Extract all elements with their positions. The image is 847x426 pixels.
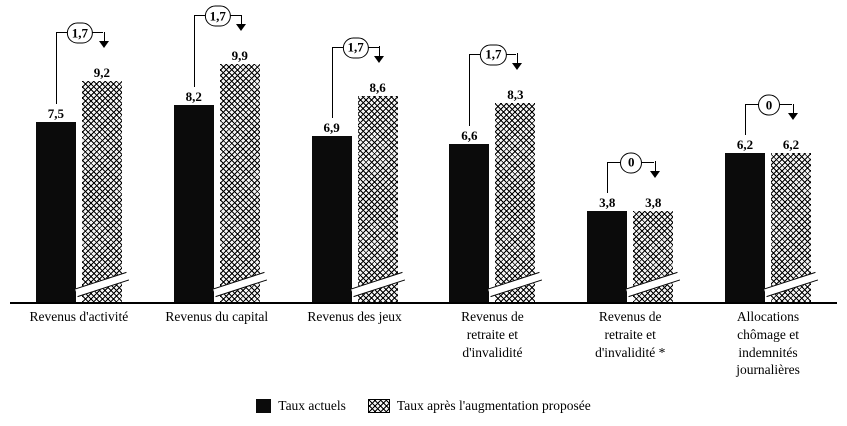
bar-pair: 3,8 3,8 0: [587, 152, 681, 302]
value-label: 6,9: [323, 120, 340, 136]
arrow-shaft: [654, 161, 656, 172]
value-label: 9,9: [231, 48, 248, 64]
legend: Taux actuels Taux après l'augmentation p…: [0, 398, 847, 414]
bar-group: 3,8 3,8 0: [561, 2, 699, 302]
bar-break-mark-icon: [763, 271, 819, 298]
value-label: 8,6: [369, 79, 386, 95]
bar-group: 8,2 9,9 1,7: [148, 2, 286, 302]
arrow-shaft: [241, 14, 243, 25]
arrow-shaft: [379, 46, 381, 57]
category-labels: Revenus d'activité Revenus du capital Reve…: [10, 308, 837, 379]
legend-item-current: Taux actuels: [256, 398, 346, 414]
delta-connector: 1,7: [469, 44, 522, 126]
delta-badge: 1,7: [342, 37, 369, 59]
category-label: Allocations chômage et indemnités journa…: [736, 309, 800, 378]
category-label: Revenus de retraite et d'invalidité *: [595, 309, 666, 360]
category-label: Revenus du capital: [165, 309, 269, 324]
bar-proposed: [74, 81, 129, 302]
bar-current-column: 6,9: [311, 120, 352, 302]
legend-swatch-current-icon: [256, 399, 272, 413]
bar-group: 6,6 8,3 1,7: [423, 2, 561, 302]
bar-current-column: 7,5: [35, 106, 76, 302]
bar-break-mark-icon: [212, 271, 267, 298]
delta-badge: 1,7: [66, 22, 94, 44]
delta-badge: 0: [758, 94, 781, 116]
bar-current: [725, 153, 766, 302]
bar-current: [449, 143, 490, 302]
bar-group: 6,9 8,6 1,7: [286, 2, 424, 302]
arrow-down-icon: [511, 62, 522, 70]
category-label: Revenus de retraite et d'invalidité: [461, 309, 524, 360]
bar-current: [587, 210, 628, 302]
category-label: Revenus d'activité: [29, 309, 129, 324]
arrow-down-icon: [787, 113, 798, 121]
delta-badge: 1,7: [204, 5, 231, 27]
bar-pair: 7,5 9,2 1,7: [35, 22, 129, 302]
delta-badge: 1,7: [480, 44, 507, 66]
bar-current: [35, 122, 76, 302]
bar-proposed: [763, 153, 819, 302]
arrow-shaft: [792, 103, 794, 114]
delta-connector: 0: [607, 152, 660, 193]
bar-groups: 7,5 9,2 1,7 8,2 9,9 1,7 6,9 8,6 1,7 6,6 8,3 1,7 3,8 3…: [10, 2, 837, 302]
bar-break-mark-icon: [74, 271, 129, 298]
arrow-shaft: [103, 31, 105, 42]
delta-connector: 0: [745, 94, 798, 136]
bar-current-column: 3,8: [587, 194, 628, 302]
category-label: Revenus des jeux: [307, 309, 402, 324]
legend-swatch-proposed-icon: [367, 399, 390, 413]
delta-badge: 0: [620, 152, 643, 174]
arrow-down-icon: [374, 55, 385, 63]
arrow-down-icon: [98, 41, 109, 49]
bar-current-column: 6,2: [725, 137, 766, 302]
bar-proposed-column: 8,6: [350, 79, 405, 302]
value-label: 6,2: [782, 137, 800, 153]
bar-pair: 8,2 9,9 1,7: [173, 5, 267, 302]
bar-group: 7,5 9,2 1,7: [10, 2, 148, 302]
bar-current-column: 6,6: [449, 127, 490, 302]
arrow-down-icon: [236, 24, 247, 32]
bar-pair: 6,2 6,2 0: [725, 94, 819, 302]
value-label: 8,3: [507, 86, 524, 102]
bar-pair: 6,6 8,3 1,7: [449, 44, 543, 302]
delta-connector: 1,7: [331, 37, 385, 119]
legend-item-proposed: Taux après l'augmentation proposée: [367, 398, 591, 414]
value-label: 9,2: [93, 65, 111, 81]
bar-proposed: [488, 102, 543, 302]
value-label: 3,8: [645, 194, 662, 210]
value-label: 6,2: [736, 137, 754, 153]
value-label: 8,2: [185, 89, 202, 105]
value-label: 3,8: [599, 194, 616, 210]
value-label: 6,6: [461, 127, 478, 143]
bar-proposed-column: 3,8: [626, 194, 681, 302]
bar-proposed-column: 6,2: [763, 137, 819, 302]
bar-proposed: [212, 64, 267, 302]
bar-break-mark-icon: [488, 271, 543, 298]
arrow-shaft: [516, 53, 518, 64]
bar-group: 6,2 6,2 0: [699, 2, 837, 302]
bar-proposed-column: 8,3: [488, 86, 543, 302]
bar-current-column: 8,2: [173, 89, 214, 302]
bar-current: [311, 136, 352, 302]
bar-proposed: [626, 210, 681, 302]
bar-current: [173, 105, 214, 302]
bar-proposed-column: 9,9: [212, 48, 267, 302]
bar-proposed: [350, 95, 405, 302]
arrow-down-icon: [649, 170, 660, 178]
legend-label-current: Taux actuels: [278, 398, 346, 413]
delta-connector: 1,7: [193, 5, 247, 88]
delta-connector: 1,7: [55, 22, 109, 104]
bar-proposed-column: 9,2: [74, 65, 129, 302]
bar-break-mark-icon: [626, 271, 681, 298]
bar-pair: 6,9 8,6 1,7: [311, 37, 405, 302]
legend-label-proposed: Taux après l'augmentation proposée: [396, 398, 591, 413]
value-label: 7,5: [47, 106, 65, 121]
plot-area: 7,5 9,2 1,7 8,2 9,9 1,7 6,9 8,6 1,7 6,6 8,3 1,7 3,8 3…: [10, 2, 837, 304]
bar-break-mark-icon: [350, 271, 405, 298]
